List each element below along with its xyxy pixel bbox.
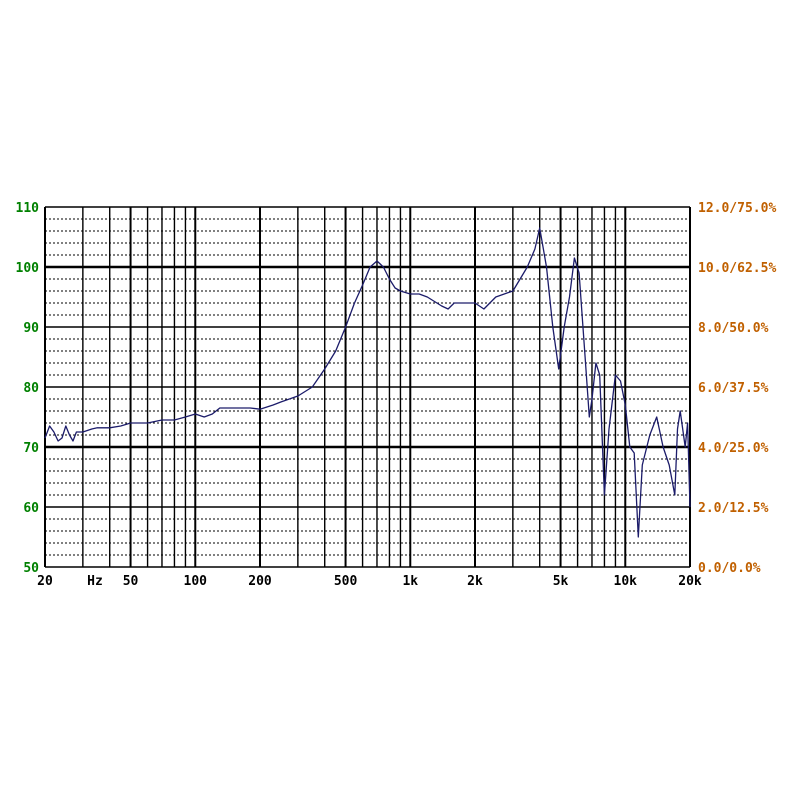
y-tick-label: 90 <box>23 321 39 336</box>
x-tick-label: 20 <box>37 574 53 589</box>
x-tick-label: 1k <box>402 574 418 589</box>
y2-tick-label: 4.0/25.0% <box>698 441 769 456</box>
y2-tick-label: 0.0/0.0% <box>698 561 761 576</box>
y2-tick-label: 12.0/75.0% <box>698 201 776 216</box>
axis-labels: 50 0.0/0.0% 60 2.0/12.5% 70 4.0/25.0% 80 6.0/37… <box>16 201 777 589</box>
y-tick-label: 70 <box>23 441 39 456</box>
y-tick-label: 50 <box>23 561 39 576</box>
x-axis-label: Hz <box>87 574 103 589</box>
y-tick-label: 100 <box>16 261 40 276</box>
x-tick-label: 50 <box>123 574 139 589</box>
x-tick-label: 2k <box>467 574 483 589</box>
y2-tick-label: 10.0/62.5% <box>698 261 776 276</box>
x-tick-label: 100 <box>184 574 208 589</box>
x-tick-label: 500 <box>334 574 358 589</box>
x-tick-label: 10k <box>614 574 638 589</box>
response-line <box>44 227 691 538</box>
x-tick-label: 200 <box>248 574 272 589</box>
y2-tick-label: 8.0/50.0% <box>698 321 769 336</box>
y-tick-label: 80 <box>23 381 39 396</box>
y2-tick-label: 2.0/12.5% <box>698 501 769 516</box>
x-tick-label: 5k <box>553 574 569 589</box>
series-curve <box>44 227 691 538</box>
x-tick-label: 20k <box>678 574 702 589</box>
grid <box>44 206 691 568</box>
y2-tick-label: 6.0/37.5% <box>698 381 769 396</box>
y-tick-label: 110 <box>16 201 40 216</box>
y-tick-label: 60 <box>23 501 39 516</box>
